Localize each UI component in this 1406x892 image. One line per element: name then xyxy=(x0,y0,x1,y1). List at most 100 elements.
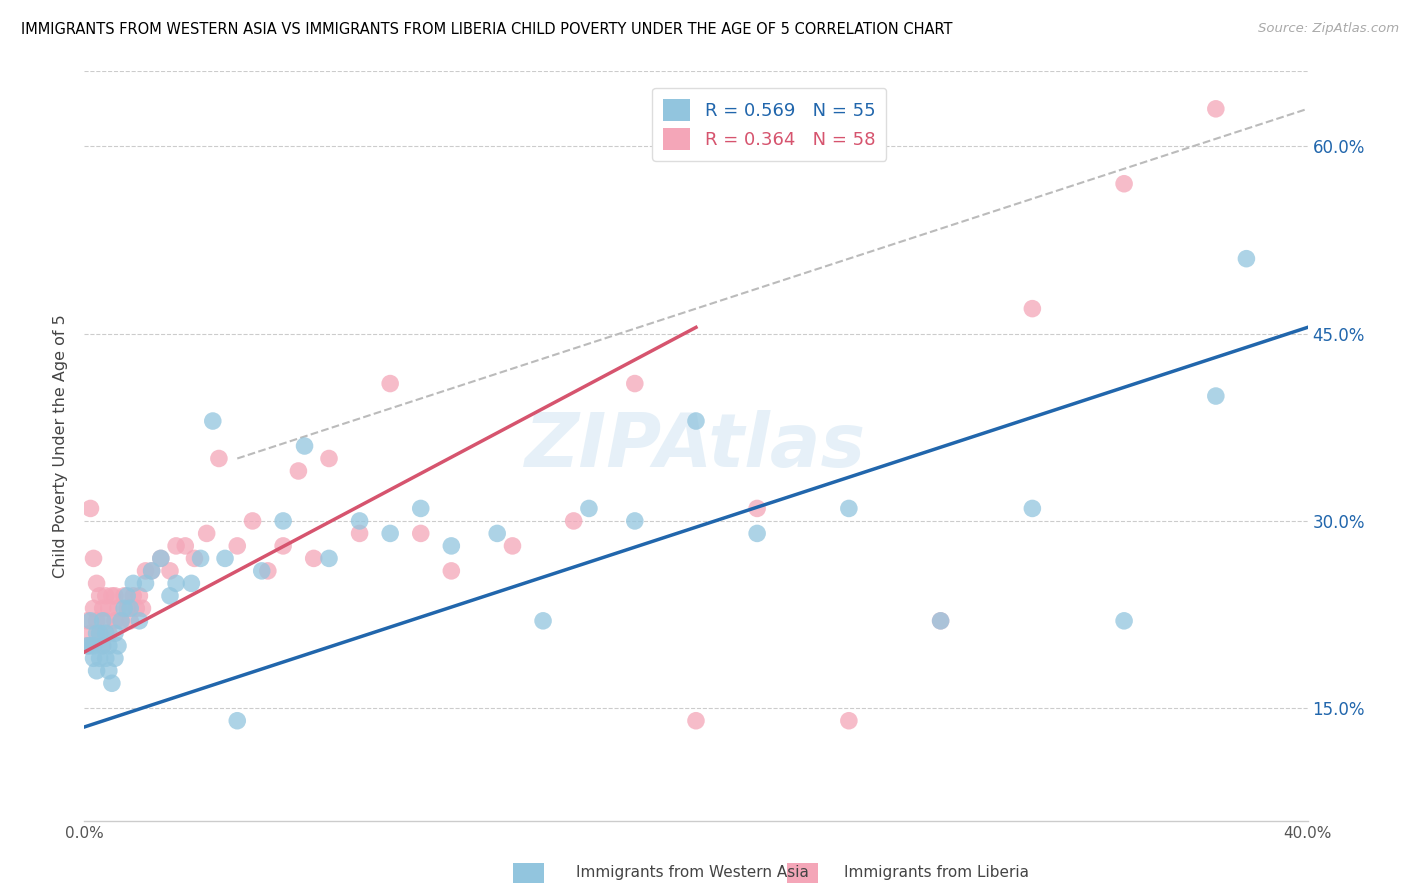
Point xyxy=(349,526,371,541)
Point xyxy=(190,551,212,566)
Point xyxy=(76,639,98,653)
Point xyxy=(271,514,294,528)
Point xyxy=(112,589,135,603)
Point xyxy=(94,589,117,603)
Point xyxy=(141,564,163,578)
Point xyxy=(107,639,129,653)
Point xyxy=(165,539,187,553)
Point xyxy=(94,614,117,628)
Point xyxy=(165,576,187,591)
Point xyxy=(562,514,585,528)
Point xyxy=(1114,177,1136,191)
Point xyxy=(115,601,138,615)
Point xyxy=(195,526,218,541)
Point xyxy=(79,626,101,640)
Point xyxy=(104,626,127,640)
Point xyxy=(149,551,172,566)
Point xyxy=(83,651,105,665)
Point xyxy=(226,714,249,728)
Point xyxy=(174,539,197,553)
Point xyxy=(838,714,860,728)
Point xyxy=(486,526,509,541)
Point xyxy=(318,451,340,466)
Point xyxy=(141,564,163,578)
Point xyxy=(122,576,145,591)
Point xyxy=(97,639,120,653)
Point xyxy=(201,414,224,428)
Point xyxy=(128,614,150,628)
Point xyxy=(318,551,340,566)
Point xyxy=(91,601,114,615)
Point xyxy=(97,664,120,678)
Point xyxy=(1236,252,1258,266)
Point xyxy=(159,564,181,578)
Point xyxy=(91,639,114,653)
Point xyxy=(929,614,952,628)
Y-axis label: Child Poverty Under the Age of 5: Child Poverty Under the Age of 5 xyxy=(53,314,69,578)
Legend: R = 0.569   N = 55, R = 0.364   N = 58: R = 0.569 N = 55, R = 0.364 N = 58 xyxy=(652,88,886,161)
Point xyxy=(226,539,249,553)
Text: Immigrants from Western Asia: Immigrants from Western Asia xyxy=(576,865,810,880)
Point xyxy=(440,564,463,578)
Point xyxy=(208,451,231,466)
Point xyxy=(838,501,860,516)
Point xyxy=(180,576,202,591)
Point xyxy=(409,526,432,541)
Point xyxy=(128,589,150,603)
Point xyxy=(502,539,524,553)
Point xyxy=(440,539,463,553)
Point xyxy=(91,639,114,653)
Point xyxy=(685,714,707,728)
Point xyxy=(531,614,554,628)
Point xyxy=(685,414,707,428)
Point xyxy=(104,614,127,628)
Point xyxy=(242,514,264,528)
Text: ZIPAtlas: ZIPAtlas xyxy=(526,409,866,483)
Point xyxy=(624,514,647,528)
Point xyxy=(578,501,600,516)
Point xyxy=(135,576,157,591)
Point xyxy=(1021,501,1043,516)
Point xyxy=(76,614,98,628)
Point xyxy=(94,626,117,640)
Point xyxy=(97,601,120,615)
Point xyxy=(122,589,145,603)
Point xyxy=(257,564,280,578)
Point xyxy=(104,589,127,603)
Text: IMMIGRANTS FROM WESTERN ASIA VS IMMIGRANTS FROM LIBERIA CHILD POVERTY UNDER THE : IMMIGRANTS FROM WESTERN ASIA VS IMMIGRAN… xyxy=(21,22,953,37)
Point xyxy=(287,464,309,478)
Point xyxy=(76,639,98,653)
Point xyxy=(115,589,138,603)
Point xyxy=(86,576,108,591)
Point xyxy=(89,651,111,665)
Point xyxy=(349,514,371,528)
Point xyxy=(101,589,124,603)
Point xyxy=(101,676,124,690)
Point xyxy=(104,651,127,665)
Point xyxy=(183,551,205,566)
Point xyxy=(86,664,108,678)
Point xyxy=(97,626,120,640)
Point xyxy=(89,589,111,603)
Point xyxy=(110,614,132,628)
Point xyxy=(89,626,111,640)
Point xyxy=(929,614,952,628)
Point xyxy=(79,501,101,516)
Point xyxy=(294,439,316,453)
Point xyxy=(1021,301,1043,316)
Point xyxy=(86,626,108,640)
Point xyxy=(79,614,101,628)
Point xyxy=(271,539,294,553)
Point xyxy=(110,614,132,628)
Point xyxy=(107,601,129,615)
Text: Source: ZipAtlas.com: Source: ZipAtlas.com xyxy=(1258,22,1399,36)
Point xyxy=(120,614,142,628)
Point xyxy=(91,614,114,628)
Point xyxy=(380,526,402,541)
Point xyxy=(86,614,108,628)
Point xyxy=(1205,389,1227,403)
Point xyxy=(747,501,769,516)
Point xyxy=(1114,614,1136,628)
Point xyxy=(79,639,101,653)
Point xyxy=(89,626,111,640)
